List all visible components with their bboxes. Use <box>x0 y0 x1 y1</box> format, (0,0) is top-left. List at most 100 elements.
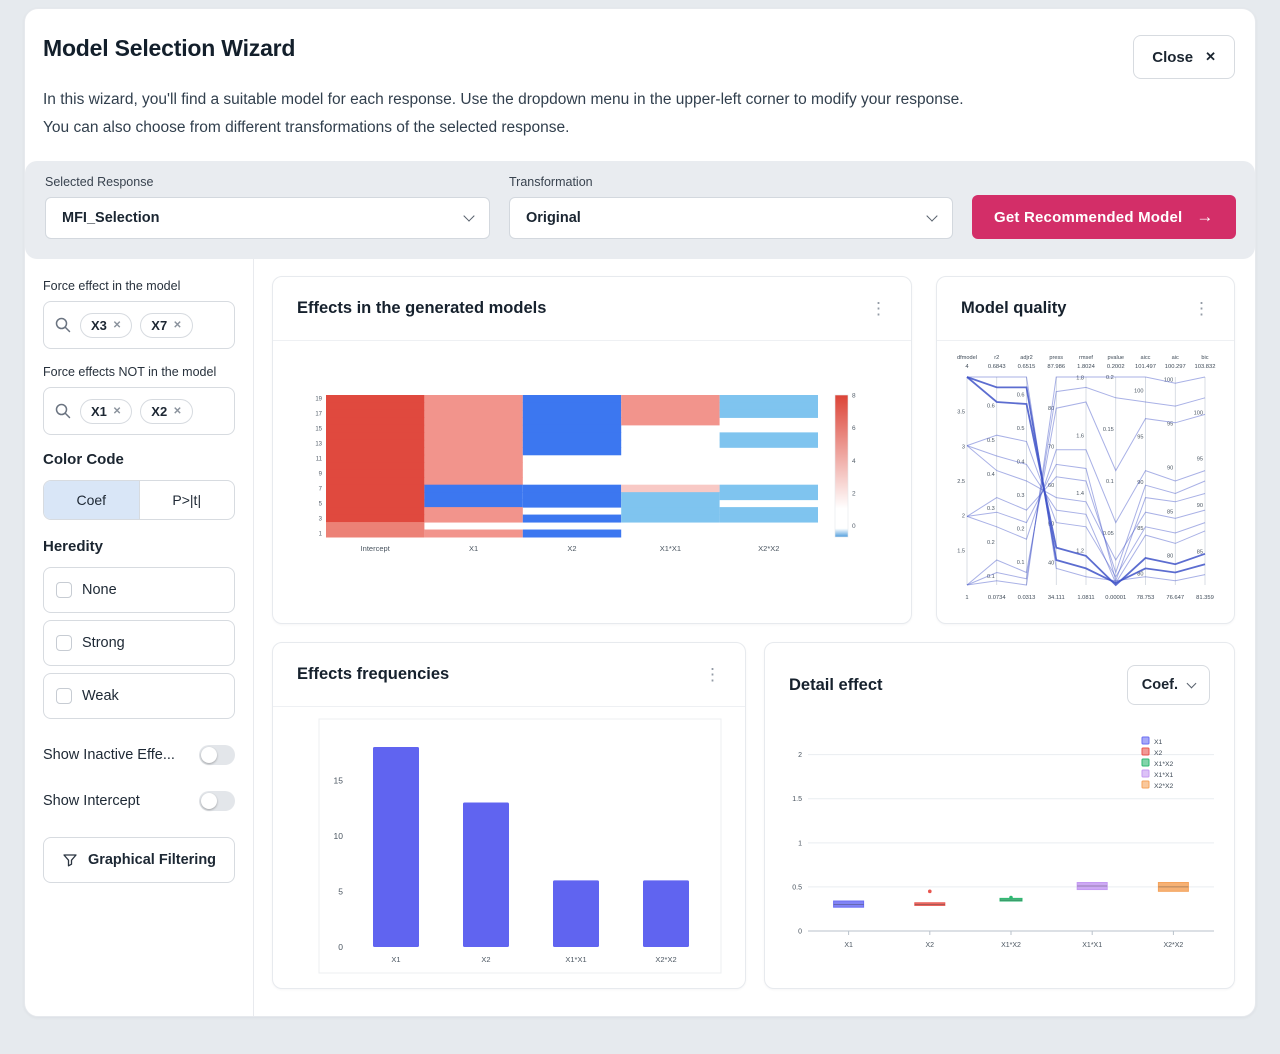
close-icon: ✕ <box>1205 49 1216 64</box>
detail-effect-metric-value: Coef. <box>1141 677 1178 693</box>
heredity-option-strong[interactable]: Strong <box>43 620 235 666</box>
chip-x1[interactable]: X1 ✕ <box>80 398 133 424</box>
show-inactive-toggle[interactable] <box>199 745 235 765</box>
chip-remove-icon[interactable]: ✕ <box>112 319 122 331</box>
chip-x7[interactable]: X7 ✕ <box>140 312 193 338</box>
model-quality-card: Model quality ⋮ dfmodel 4 1 1.5 2 2.5 3 3.5 r2 0.… <box>936 276 1235 624</box>
svg-text:X1*X1: X1*X1 <box>565 955 586 964</box>
svg-text:0.6: 0.6 <box>1016 392 1024 398</box>
transformation-dropdown[interactable]: Original <box>509 197 953 239</box>
svg-text:X1*X1: X1*X1 <box>1154 772 1173 779</box>
transformation-label: Transformation <box>509 175 593 189</box>
heredity-option-weak[interactable]: Weak <box>43 673 235 719</box>
svg-text:0.6843: 0.6843 <box>987 364 1005 370</box>
svg-text:0.5: 0.5 <box>986 438 994 444</box>
svg-text:10: 10 <box>334 831 344 841</box>
svg-text:0.0313: 0.0313 <box>1017 595 1035 601</box>
svg-text:1: 1 <box>798 840 802 847</box>
svg-text:X1*X1: X1*X1 <box>660 544 681 553</box>
svg-text:100: 100 <box>1163 378 1172 384</box>
force-in-search-field[interactable]: X3 ✕ X7 ✕ <box>43 301 235 349</box>
svg-text:Intercept: Intercept <box>361 544 391 553</box>
chip-remove-icon[interactable]: ✕ <box>173 405 182 417</box>
svg-text:pvalue: pvalue <box>1107 355 1123 361</box>
effects-frequencies-chart: 0 5 10 15 X1 X2 X1*X1 X2*X2 <box>273 707 745 983</box>
svg-text:76.647: 76.647 <box>1166 595 1184 601</box>
show-intercept-toggle[interactable] <box>199 791 235 811</box>
svg-text:0.1: 0.1 <box>1016 560 1024 566</box>
svg-text:0: 0 <box>852 523 856 530</box>
svg-text:0.05: 0.05 <box>1102 531 1113 537</box>
svg-text:100: 100 <box>1193 410 1202 416</box>
chip-remove-icon[interactable]: ✕ <box>173 319 182 331</box>
color-code-option-coef[interactable]: Coef <box>44 481 139 519</box>
svg-text:1.4: 1.4 <box>1076 491 1084 497</box>
graphical-filtering-button[interactable]: Graphical Filtering <box>43 837 235 883</box>
selected-response-label: Selected Response <box>45 175 154 189</box>
svg-text:0.3: 0.3 <box>986 506 994 512</box>
svg-text:1: 1 <box>965 595 968 601</box>
svg-text:X2: X2 <box>481 955 490 964</box>
svg-text:0.4: 0.4 <box>1016 459 1024 465</box>
kebab-menu-icon[interactable]: ⋮ <box>1193 299 1210 318</box>
chip-remove-icon[interactable]: ✕ <box>112 405 122 417</box>
svg-text:1.6: 1.6 <box>1076 433 1084 439</box>
force-out-search-field[interactable]: X1 ✕ X2 ✕ <box>43 387 235 435</box>
svg-text:5: 5 <box>338 886 343 896</box>
svg-text:aicc: aicc <box>1140 355 1150 361</box>
svg-text:1: 1 <box>319 531 323 537</box>
svg-text:78.753: 78.753 <box>1136 595 1154 601</box>
svg-text:X1: X1 <box>1154 739 1163 746</box>
svg-text:0.5: 0.5 <box>792 884 802 891</box>
detail-effect-title: Detail effect <box>789 675 883 694</box>
kebab-menu-icon[interactable]: ⋮ <box>704 665 721 684</box>
heredity-option-none[interactable]: None <box>43 567 235 613</box>
detail-effect-metric-dropdown[interactable]: Coef. <box>1126 665 1210 705</box>
effects-heatmap-chart: 19 17 15 13 11 9 7 5 3 1 Intercept X1 X2 X1*X1 X2*X2 8 6… <box>273 341 911 595</box>
svg-text:0.00001: 0.00001 <box>1105 595 1126 601</box>
color-code-option-pt[interactable]: P>|t| <box>138 481 235 519</box>
svg-text:60: 60 <box>1048 483 1054 489</box>
svg-text:15: 15 <box>334 775 344 785</box>
checkbox-icon[interactable] <box>56 635 72 651</box>
search-icon <box>55 403 71 419</box>
show-intercept-row: Show Intercept <box>43 791 235 811</box>
chip-x2[interactable]: X2 ✕ <box>140 398 193 424</box>
svg-text:X1*X2: X1*X2 <box>1001 942 1021 949</box>
svg-text:95: 95 <box>1196 457 1202 463</box>
selected-response-dropdown[interactable]: MFI_Selection <box>45 197 490 239</box>
svg-text:80: 80 <box>1167 554 1173 560</box>
svg-text:40: 40 <box>1048 560 1054 566</box>
chip-label: X7 <box>151 317 168 333</box>
svg-text:81.359: 81.359 <box>1196 595 1214 601</box>
svg-text:0.2: 0.2 <box>1016 526 1024 532</box>
svg-text:X1: X1 <box>469 544 478 553</box>
svg-text:1.0811: 1.0811 <box>1077 595 1094 601</box>
effects-frequencies-card: Effects frequencies ⋮ 0 5 10 15 X1 X2 X1*X1 X2*… <box>272 642 746 989</box>
svg-text:adjr2: adjr2 <box>1020 355 1032 361</box>
svg-text:100: 100 <box>1134 389 1143 395</box>
chip-x3[interactable]: X3 ✕ <box>80 312 133 338</box>
svg-text:100.297: 100.297 <box>1164 364 1185 370</box>
kebab-menu-icon[interactable]: ⋮ <box>870 299 887 318</box>
force-in-label: Force effect in the model <box>43 279 181 293</box>
svg-text:bic: bic <box>1201 355 1208 361</box>
svg-text:85: 85 <box>1137 526 1143 532</box>
svg-text:80: 80 <box>1137 572 1143 578</box>
checkbox-icon[interactable] <box>56 688 72 704</box>
main-content: Effects in the generated models ⋮ 19 17 15… <box>254 259 1255 1016</box>
svg-text:6: 6 <box>852 425 856 432</box>
svg-text:0.4: 0.4 <box>986 472 994 478</box>
close-button-label: Close <box>1152 48 1194 66</box>
heredity-label: Heredity <box>43 538 104 555</box>
svg-text:X1*X2: X1*X2 <box>1154 761 1173 768</box>
svg-text:3: 3 <box>961 444 964 450</box>
heredity-option-label: Weak <box>82 688 119 704</box>
effects-frequencies-title: Effects frequencies <box>297 665 450 683</box>
close-button[interactable]: Close ✕ <box>1133 35 1235 79</box>
svg-text:0: 0 <box>798 929 802 936</box>
checkbox-icon[interactable] <box>56 582 72 598</box>
svg-text:8: 8 <box>852 393 856 400</box>
svg-text:2: 2 <box>852 490 856 497</box>
get-recommended-model-button[interactable]: Get Recommended Model → <box>972 195 1236 239</box>
